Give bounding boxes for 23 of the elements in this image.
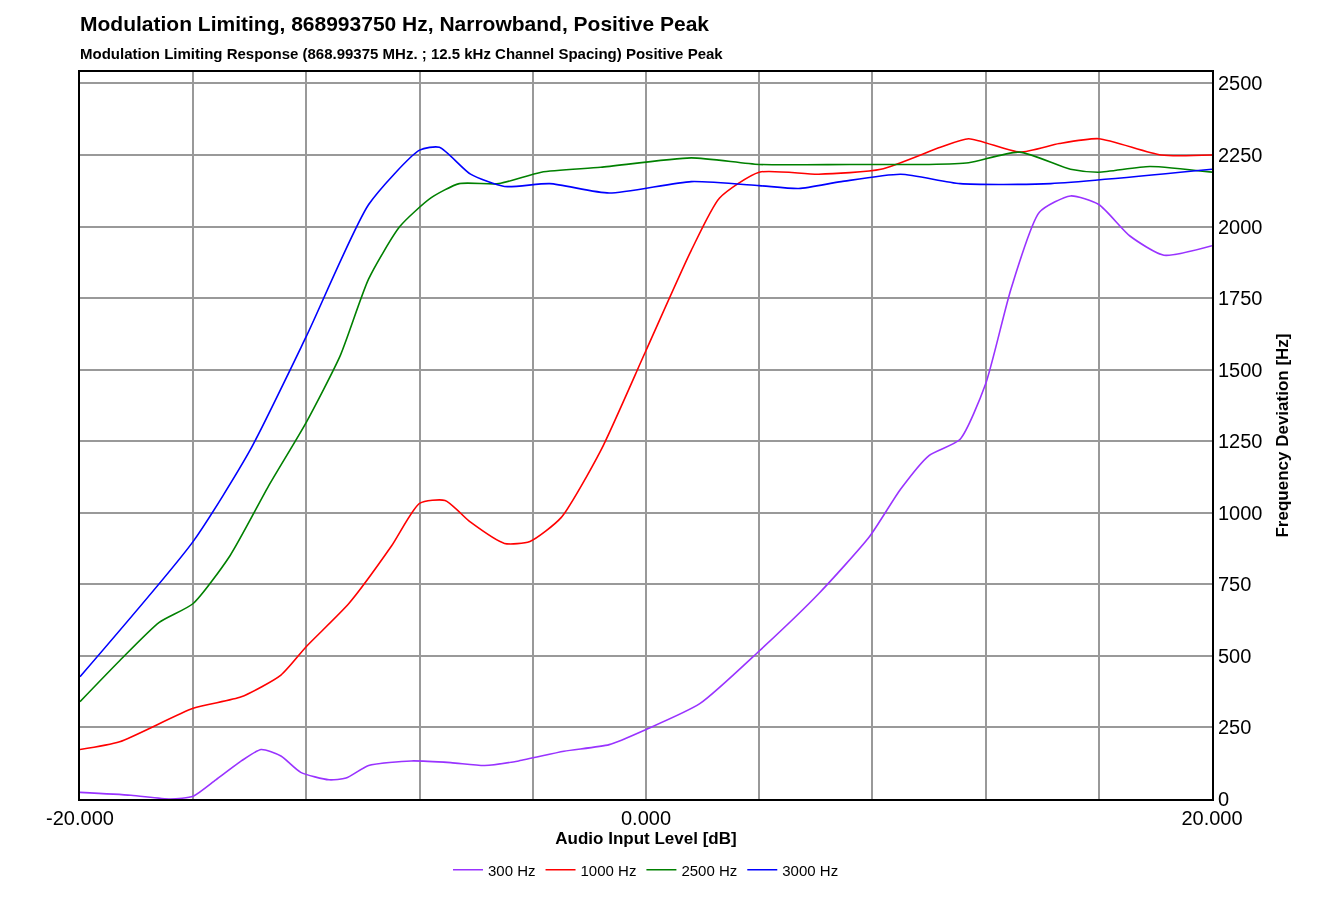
y-tick-label: 2250: [1218, 144, 1263, 166]
x-axis-title: Audio Input Level [dB]: [555, 829, 737, 848]
x-tick-label: -20.000: [46, 807, 114, 829]
y-tick-label: 750: [1218, 573, 1252, 596]
y-tick-label: 2000: [1218, 215, 1263, 238]
legend-label: 2500 Hz: [681, 861, 738, 879]
x-tick-label: 0.000: [620, 807, 672, 829]
y-tick-label: 2500: [1218, 72, 1263, 95]
y-tick-label: 500: [1218, 644, 1252, 667]
legend-label: 3000 Hz: [782, 861, 839, 879]
y-axis-title: Frequency Deviation [Hz]: [1273, 333, 1293, 538]
x-tick-label: 20.000: [1181, 807, 1243, 829]
chart-title: Modulation Limiting, 868993750 Hz, Narrowband, Positive Peak: [80, 12, 710, 36]
y-tick-label: 1000: [1218, 501, 1263, 524]
y-tick-label: 1500: [1218, 358, 1263, 381]
y-tick-label: 1250: [1218, 430, 1263, 453]
y-tick-label: 250: [1218, 716, 1252, 739]
chart-subtitle: Modulation Limiting Response (868.99375 MHz. ; 12.5 kHz Channel Spacing) Positive Peak: [80, 44, 724, 62]
legend-label: 1000 Hz: [580, 861, 637, 879]
y-tick-label: 1750: [1218, 287, 1263, 310]
y-tick-label: 0: [1218, 788, 1230, 810]
legend-label: 300 Hz: [488, 861, 536, 879]
line-series: [80, 195, 1212, 799]
